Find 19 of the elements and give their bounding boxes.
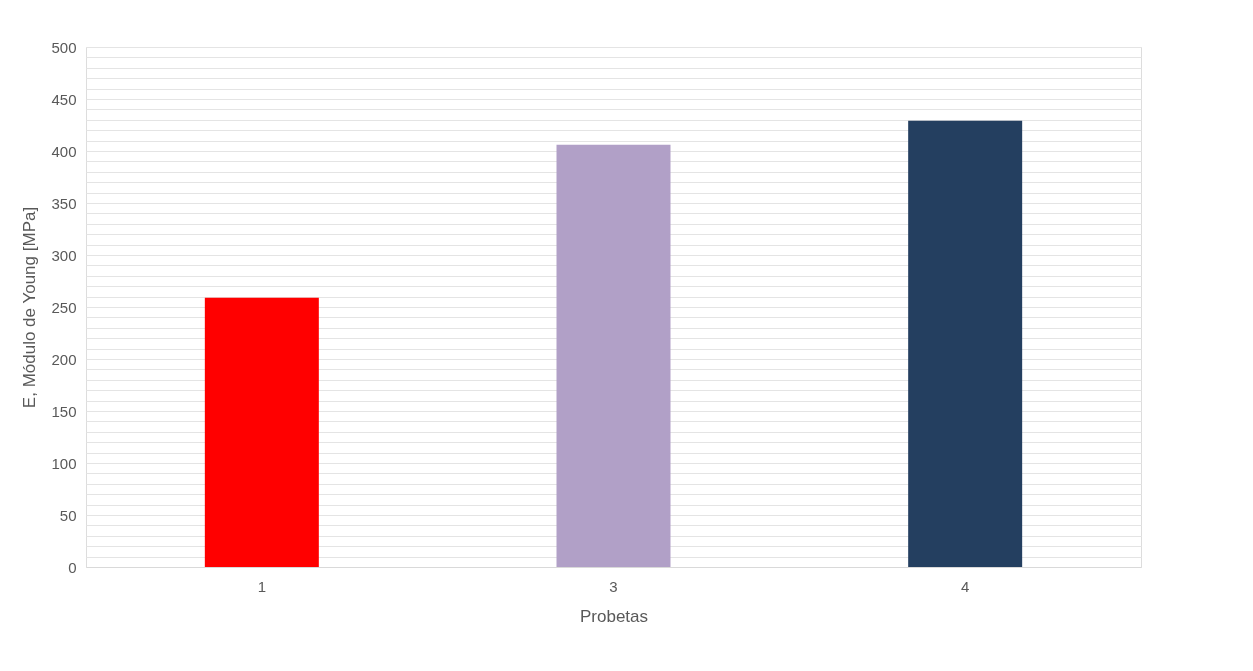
y-tick-label: 0	[68, 558, 77, 576]
y-tick-label: 50	[59, 506, 77, 524]
y-tick-label: 100	[51, 454, 77, 472]
x-axis-title: Probetas	[579, 606, 649, 626]
y-tick-label: 500	[51, 38, 77, 56]
y-axis-title: E, Módulo de Young [MPa]	[20, 206, 40, 409]
bar	[908, 120, 1023, 567]
y-tick-label: 350	[51, 194, 77, 212]
bar	[556, 144, 671, 567]
y-tick-label: 300	[51, 246, 77, 264]
y-tick-label: 200	[51, 350, 77, 368]
x-tick-label: 3	[609, 577, 618, 595]
y-tick-label: 250	[51, 298, 77, 316]
x-tick-label: 4	[960, 577, 970, 595]
x-tick-label: 1	[257, 577, 267, 595]
y-tick-label: 400	[51, 142, 77, 160]
y-tick-label: 450	[51, 90, 77, 108]
y-tick-label: 150	[51, 402, 77, 420]
bar	[204, 297, 319, 567]
